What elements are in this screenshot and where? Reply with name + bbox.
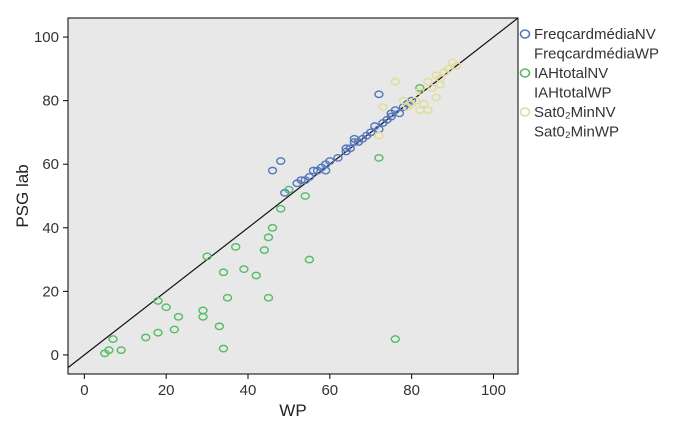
data-points <box>100 58 462 358</box>
data-point <box>304 173 315 181</box>
data-point <box>378 103 388 111</box>
data-point <box>451 61 462 70</box>
data-point <box>390 335 400 343</box>
data-point <box>267 223 278 232</box>
data-point <box>325 157 335 165</box>
legend-label: IAHtotalWP <box>534 85 612 102</box>
legend-marker <box>519 107 531 117</box>
data-point <box>374 131 384 140</box>
data-point <box>251 271 261 280</box>
x-axis-title: WP <box>279 401 306 420</box>
series-points <box>267 90 417 197</box>
data-point <box>398 96 409 105</box>
data-point <box>161 303 171 312</box>
data-point <box>239 265 249 274</box>
data-point <box>263 233 274 242</box>
data-point <box>300 192 310 200</box>
data-point <box>218 344 229 353</box>
series-points <box>100 84 425 358</box>
data-point <box>431 93 441 102</box>
data-point <box>308 166 319 175</box>
data-point <box>374 90 384 99</box>
data-point <box>345 144 355 153</box>
x-tick-label: 40 <box>240 382 257 399</box>
data-point <box>276 157 286 165</box>
y-axis-title: PSG lab <box>13 164 32 227</box>
data-point <box>173 312 184 321</box>
data-point <box>222 293 233 302</box>
legend-label: IAHtotalNV <box>534 65 608 82</box>
data-point <box>415 87 425 96</box>
x-tick-label: 60 <box>321 382 338 399</box>
data-point <box>304 255 315 264</box>
data-point <box>366 128 376 137</box>
x-axis-ticks: 0 20 40 60 80 100 <box>80 374 506 399</box>
data-point <box>141 333 151 342</box>
y-tick-label: 40 <box>42 220 59 237</box>
data-point <box>394 109 405 118</box>
data-point <box>341 144 351 153</box>
data-point <box>276 204 286 213</box>
plot-area <box>67 17 519 375</box>
data-point <box>267 166 278 175</box>
data-point <box>259 246 270 254</box>
x-tick-label: 100 <box>481 382 506 399</box>
data-point <box>104 346 114 355</box>
data-point <box>263 293 274 302</box>
x-tick-label: 0 <box>80 382 88 399</box>
data-point <box>153 328 163 337</box>
data-point <box>202 252 212 261</box>
legend-label: Sat0₂MinNV <box>534 104 616 121</box>
data-point <box>116 346 126 355</box>
data-point <box>333 153 343 162</box>
y-tick-label: 80 <box>42 93 59 110</box>
legend-label: FreqcardmédiaWP <box>534 46 659 63</box>
y-tick-label: 20 <box>42 283 59 300</box>
data-point <box>386 112 396 121</box>
legend-marker <box>519 68 531 78</box>
data-point <box>435 74 445 83</box>
data-point <box>349 138 360 146</box>
x-tick-label: 20 <box>158 382 175 399</box>
y-tick-label: 60 <box>42 156 59 173</box>
data-point <box>198 312 208 321</box>
legend-marker <box>519 29 531 39</box>
legend-label: FreqcardmédiaNV <box>534 26 656 43</box>
data-point <box>390 77 400 86</box>
data-point <box>411 96 421 105</box>
data-point <box>427 84 437 92</box>
data-point <box>415 84 425 92</box>
legend-label: Sat0₂MinWP <box>534 124 619 141</box>
y-tick-label: 100 <box>34 29 59 46</box>
data-point <box>169 325 180 334</box>
data-point <box>153 296 163 305</box>
data-point <box>423 77 433 86</box>
y-axis-ticks: 0 20 40 60 80 100 <box>34 29 68 364</box>
data-point <box>296 176 306 185</box>
data-point <box>374 153 384 162</box>
data-point <box>108 335 118 343</box>
y-tick-label: 0 <box>51 347 59 364</box>
data-point <box>443 64 454 73</box>
data-point <box>284 185 294 194</box>
data-point <box>214 322 225 331</box>
data-point <box>231 242 241 251</box>
x-tick-label: 80 <box>403 382 420 399</box>
data-point <box>423 106 433 115</box>
data-point <box>419 99 429 108</box>
legend: FreqcardmédiaNV FreqcardmédiaWP IAHtotalNV… <box>519 26 659 141</box>
data-point <box>218 268 229 277</box>
series-points <box>374 58 462 140</box>
